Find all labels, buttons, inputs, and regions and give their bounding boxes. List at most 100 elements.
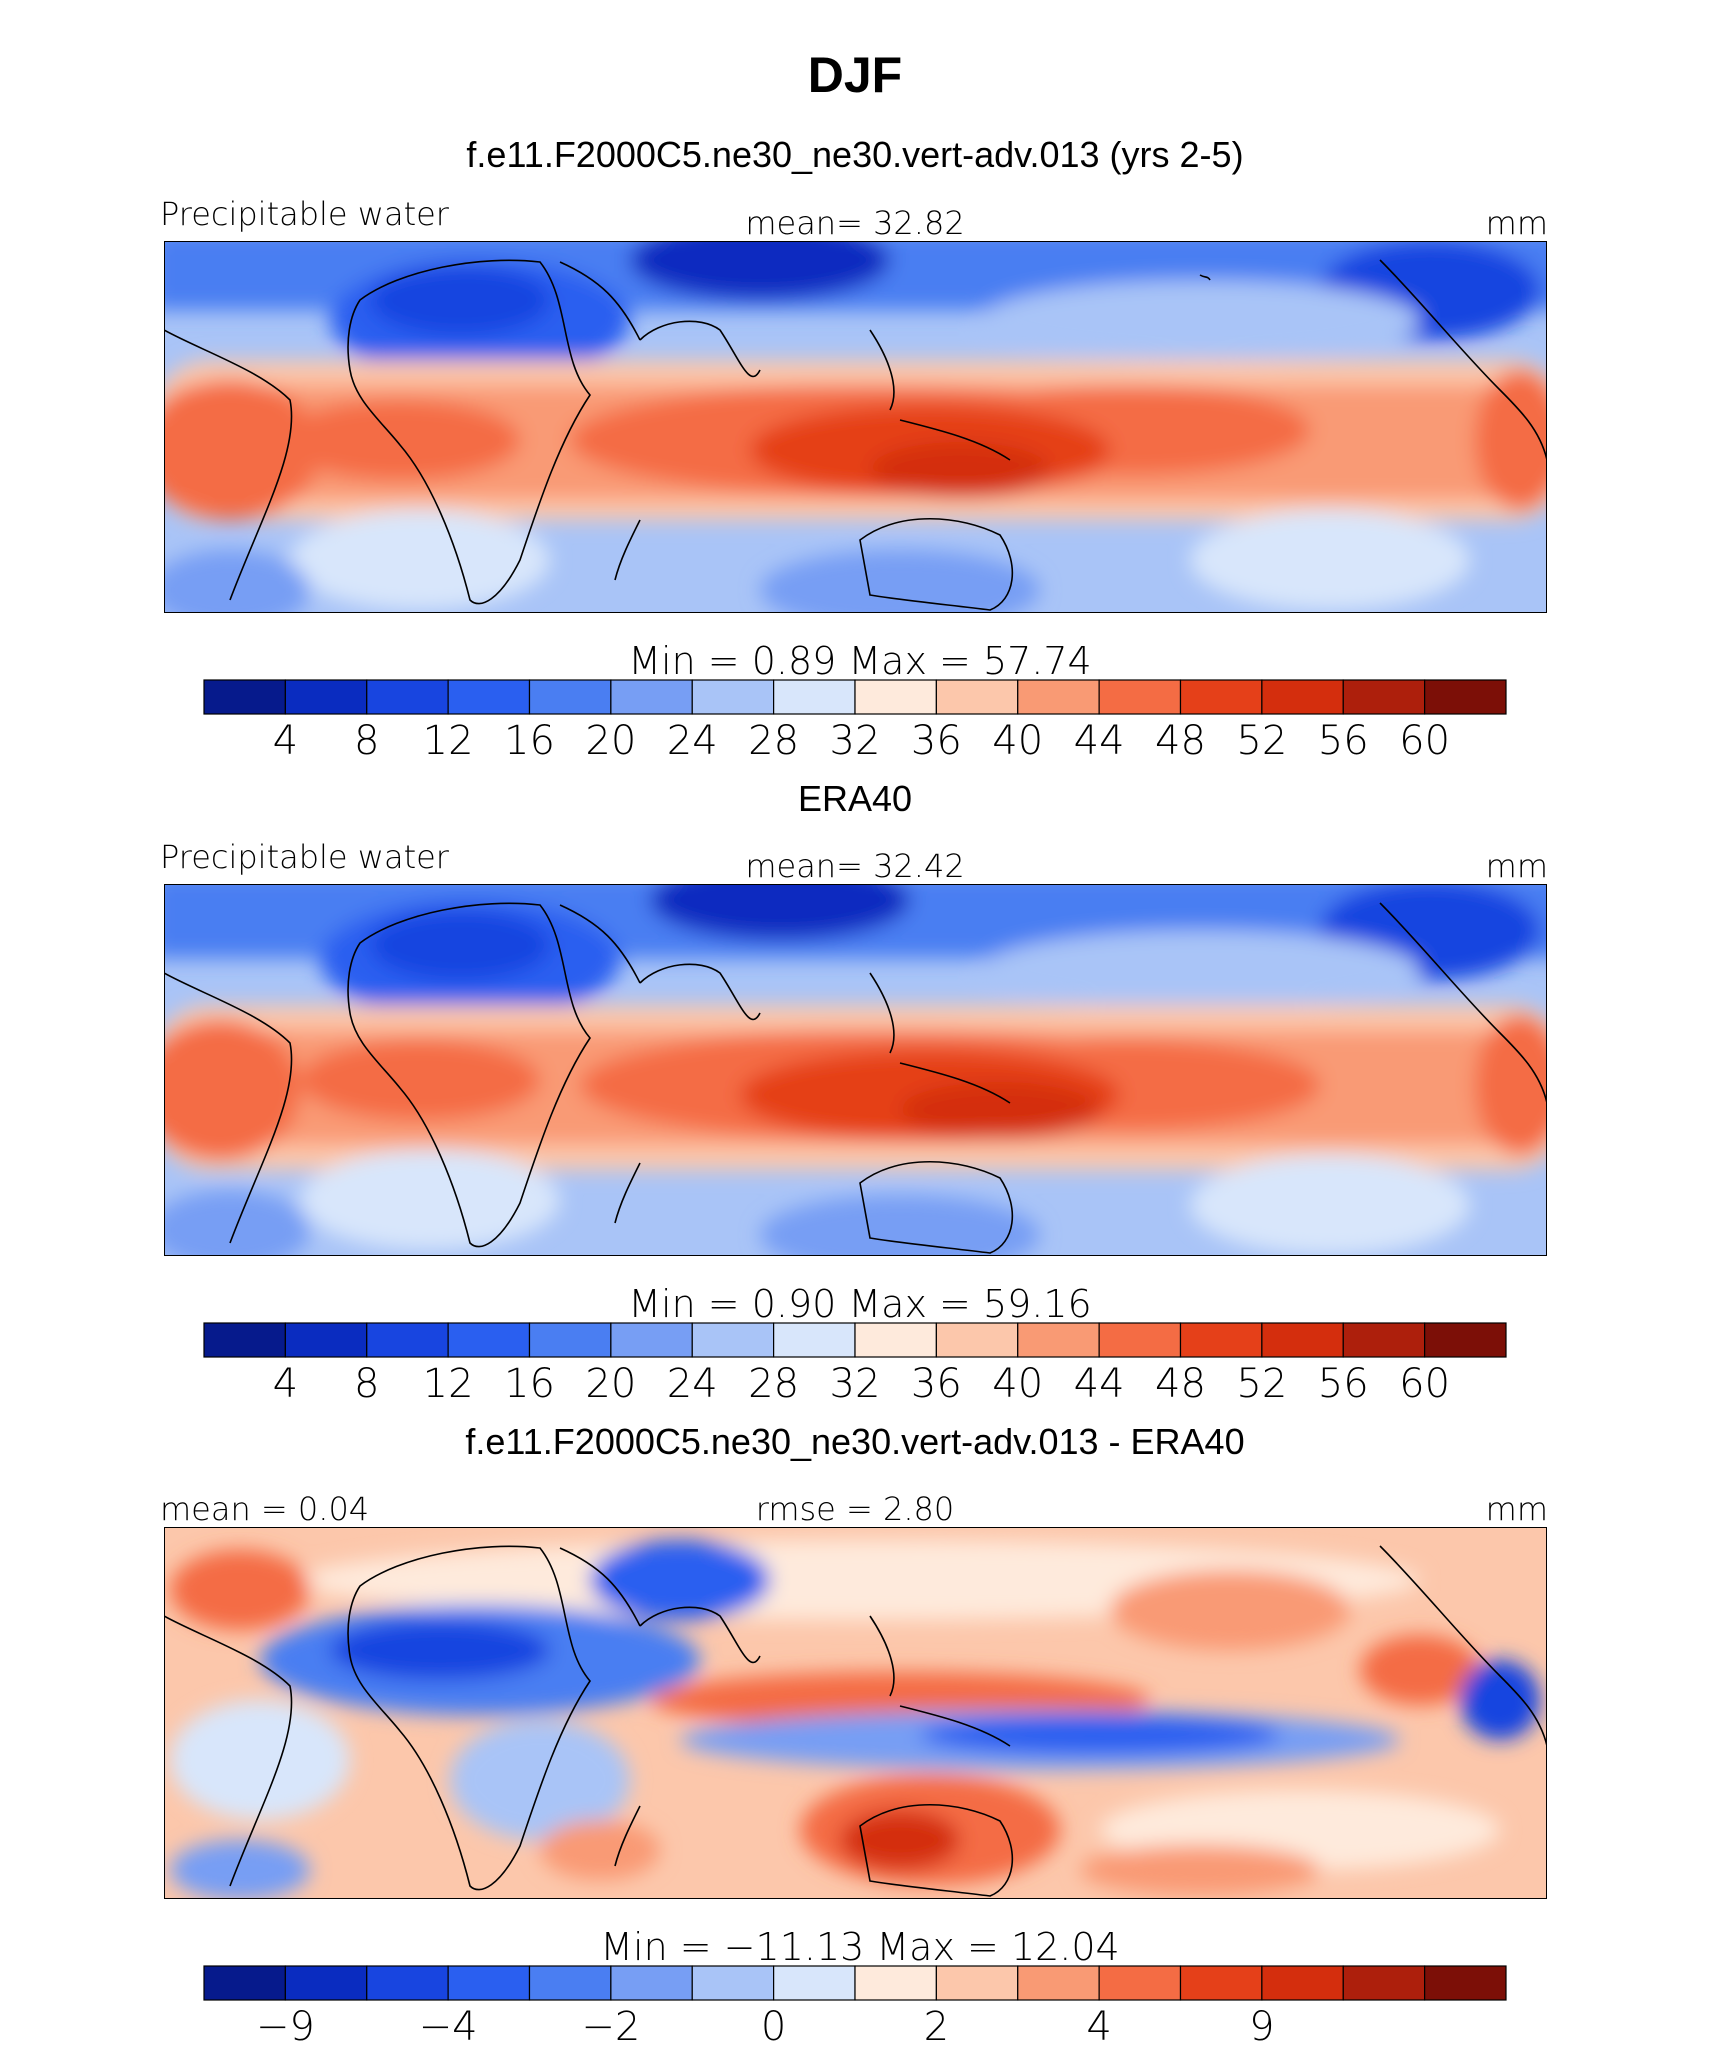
map-field <box>164 241 1547 613</box>
colorbar-swatch <box>1342 1965 1426 2001</box>
min-max-label: Min = 0.89 Max = 57.74 <box>628 639 1091 683</box>
colorbar-tick-label: 56 <box>1318 718 1369 764</box>
colorbar-tick-label: 60 <box>1399 718 1450 764</box>
colorbar-tick-label: 8 <box>354 1361 379 1407</box>
colorbar-swatch <box>854 679 937 715</box>
colorbar-tick-label: 9 <box>1249 2004 1274 2050</box>
colorbar-swatch <box>935 1965 1019 2001</box>
colorbar: 4 8 12 16 20 24 28 32 36 40 44 48 52 56 60 <box>203 1322 1507 1407</box>
variable-label: Precipitable water <box>160 838 450 876</box>
colorbar-tick-label: 36 <box>911 718 962 764</box>
colorbar-tick-label: 60 <box>1399 1361 1450 1407</box>
colorbar-swatch <box>1017 1965 1100 2001</box>
colorbar-swatch <box>203 679 286 715</box>
colorbar-tick-label: 24 <box>667 1361 718 1407</box>
colorbar-swatch <box>1342 1322 1426 1358</box>
colorbar-swatch <box>528 679 612 715</box>
variable-label: Precipitable water <box>160 195 450 233</box>
colorbar-tick-label: 52 <box>1236 718 1287 764</box>
colorbar-tick-label: 28 <box>748 718 799 764</box>
colorbar-tick-label: 4 <box>1086 2004 1111 2050</box>
colorbar: −9 −4 −2 0 2 4 9 <box>203 1965 1507 2050</box>
colorbar-tick-label: 44 <box>1074 1361 1125 1407</box>
colorbar-swatch <box>447 1322 531 1358</box>
min-max-label: Min = 0.90 Max = 59.16 <box>628 1282 1091 1326</box>
colorbar-swatch <box>1017 679 1100 715</box>
colorbar-tick-label: 20 <box>585 718 636 764</box>
colorbar-swatch <box>1179 1322 1263 1358</box>
colorbar-tick-label: 44 <box>1074 718 1125 764</box>
colorbar-swatch <box>773 1322 856 1358</box>
min-max-label: Min = −11.13 Max = 12.04 <box>600 1925 1119 1969</box>
colorbar-swatch <box>854 1965 937 2001</box>
colorbar-swatch <box>203 1322 286 1358</box>
page-title: DJF <box>808 47 902 103</box>
colorbar-swatch <box>773 1965 856 2001</box>
colorbar-swatch <box>528 1965 612 2001</box>
map-field <box>164 1527 1547 1899</box>
mean-label: mean= 32.82 <box>745 204 964 242</box>
colorbar-tick-label: 24 <box>667 718 718 764</box>
panel-difference: f.e11.F2000C5.ne30_ne30.vert-adv.013 - E… <box>160 1421 1548 2050</box>
panel-observation: ERA40 Precipitable water mean= 32.42 mm <box>160 778 1548 1407</box>
colorbar-swatch <box>1179 1965 1263 2001</box>
panel-title: ERA40 <box>798 778 912 819</box>
mean-label: mean = 0.04 <box>160 1490 369 1528</box>
colorbar-swatch <box>854 1322 937 1358</box>
colorbar: 4 8 12 16 20 24 28 32 36 40 44 48 52 56 60 <box>203 679 1507 764</box>
colorbar-swatch <box>284 679 368 715</box>
units-label: mm <box>1486 204 1548 242</box>
colorbar-swatch <box>1098 679 1182 715</box>
colorbar-tick-label: 40 <box>992 718 1043 764</box>
colorbar-swatch <box>366 1965 449 2001</box>
units-label: mm <box>1486 847 1548 885</box>
colorbar-swatch <box>691 1322 775 1358</box>
panel-model: f.e11.F2000C5.ne30_ne30.vert-adv.013 (yr… <box>160 134 1548 764</box>
colorbar-swatch <box>935 1322 1019 1358</box>
colorbar-swatch <box>366 679 449 715</box>
colorbar-swatch <box>1098 1322 1182 1358</box>
colorbar-tick-label: 52 <box>1236 1361 1287 1407</box>
colorbar-swatch <box>447 1965 531 2001</box>
colorbar-tick-label: −9 <box>256 2004 315 2050</box>
colorbar-swatch <box>935 679 1019 715</box>
colorbar-swatch <box>528 1322 612 1358</box>
mean-label: mean= 32.42 <box>745 847 964 885</box>
colorbar-swatch <box>691 1965 775 2001</box>
colorbar-tick-label: 16 <box>504 718 555 764</box>
colorbar-swatch <box>1261 1965 1344 2001</box>
colorbar-tick-label: 12 <box>423 718 474 764</box>
colorbar-swatch <box>1261 679 1344 715</box>
colorbar-tick-label: 8 <box>354 718 379 764</box>
colorbar-swatch <box>610 1322 693 1358</box>
colorbar-tick-label: −2 <box>581 2004 640 2050</box>
colorbar-tick-label: −4 <box>419 2004 478 2050</box>
colorbar-tick-label: 4 <box>273 718 298 764</box>
colorbar-tick-label: 48 <box>1155 1361 1206 1407</box>
colorbar-swatch <box>691 679 775 715</box>
colorbar-swatch <box>1179 679 1263 715</box>
colorbar-tick-label: 28 <box>748 1361 799 1407</box>
colorbar-swatch <box>366 1322 449 1358</box>
colorbar-tick-label: 36 <box>911 1361 962 1407</box>
colorbar-tick-label: 40 <box>992 1361 1043 1407</box>
colorbar-tick-label: 48 <box>1155 718 1206 764</box>
colorbar-swatch <box>284 1965 368 2001</box>
colorbar-swatch <box>773 679 856 715</box>
colorbar-swatch <box>284 1322 368 1358</box>
map-field <box>164 884 1547 1256</box>
colorbar-swatch <box>447 679 531 715</box>
colorbar-swatch <box>610 679 693 715</box>
colorbar-swatch <box>1017 1322 1100 1358</box>
colorbar-swatch <box>1098 1965 1182 2001</box>
colorbar-swatch <box>1424 1322 1507 1358</box>
rmse-label: rmse = 2.80 <box>756 1490 955 1528</box>
panel-title: f.e11.F2000C5.ne30_ne30.vert-adv.013 - E… <box>465 1421 1244 1462</box>
colorbar-swatch <box>1342 679 1426 715</box>
colorbar-swatch <box>1424 679 1507 715</box>
colorbar-tick-label: 56 <box>1318 1361 1369 1407</box>
colorbar-tick-label: 16 <box>504 1361 555 1407</box>
colorbar-swatch <box>1261 1322 1344 1358</box>
colorbar-swatch <box>203 1965 286 2001</box>
